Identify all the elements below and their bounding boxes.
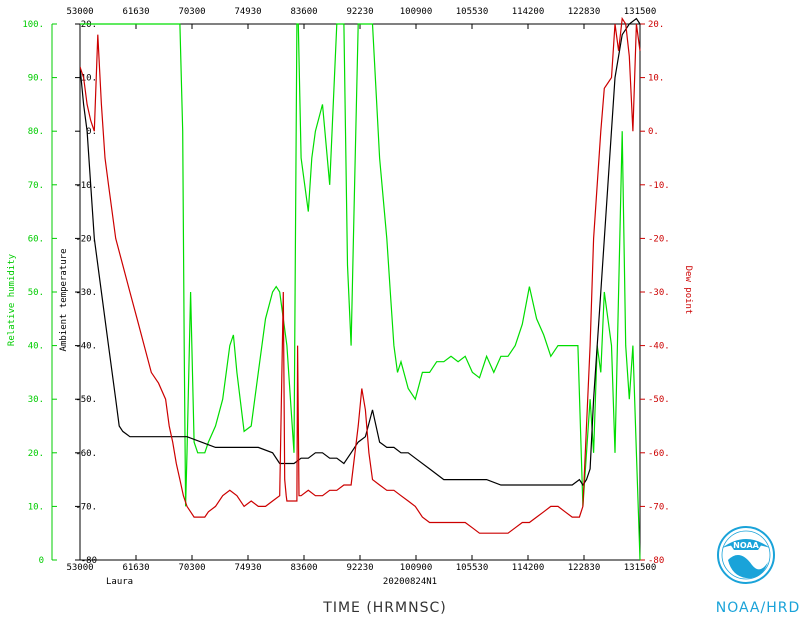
rh-tick-label: 80. — [28, 127, 44, 137]
dewpoint-tick-label: -10. — [648, 181, 670, 191]
storm-name: Laura — [106, 577, 133, 587]
dewpoint-axis-ticks: -80 -70. -60. -50. -40. -30. -20. -10. 0. 10. 20. — [640, 20, 670, 566]
temp-tick-label: -60. — [75, 449, 97, 459]
time-tick-label: 53000 — [66, 7, 93, 17]
time-tick-label: 100900 — [400, 7, 433, 17]
time-tick-label: 53000 — [66, 563, 93, 573]
temp-tick-label: -30. — [75, 288, 97, 298]
time-tick-label: 83600 — [290, 563, 317, 573]
temp-tick-label: -50. — [75, 395, 97, 405]
dewpoint-tick-label: 10. — [648, 74, 664, 84]
time-tick-label: 122830 — [568, 7, 601, 17]
temp-axis-ticks: -80 -70. -60. -50. -40. -30. -20. -10. 0. 10. 20. — [75, 20, 97, 566]
dewpoint-tick-label: 0. — [648, 127, 659, 137]
rh-tick-label: 100. — [22, 20, 44, 30]
rh-tick-label: 60. — [28, 234, 44, 244]
dewpoint-tick-label: -20. — [648, 234, 670, 244]
dewpoint-axis-label: Dew point — [683, 266, 693, 315]
time-tick-label: 92230 — [346, 563, 373, 573]
dewpoint-tick-label: -70. — [648, 502, 670, 512]
temp-tick-label: -80 — [81, 556, 97, 566]
dewpoint-tick-label: -30. — [648, 288, 670, 298]
time-tick-label: 83600 — [290, 7, 317, 17]
time-tick-label: 61630 — [122, 7, 149, 17]
time-tick-label: 114200 — [512, 7, 545, 17]
time-tick-label: 131500 — [624, 7, 657, 17]
temp-tick-label: 10. — [81, 74, 97, 84]
rh-tick-label: 30. — [28, 395, 44, 405]
rh-tick-label: 0 — [39, 556, 44, 566]
temp-tick-label: -40. — [75, 342, 97, 352]
rh-tick-label: 20. — [28, 449, 44, 459]
time-tick-label: 105530 — [456, 7, 489, 17]
rh-tick-label: 70. — [28, 181, 44, 191]
dewpoint-tick-label: 20. — [648, 20, 664, 30]
plot-frame — [79, 23, 641, 561]
dewpoint-tick-label: -80 — [648, 556, 664, 566]
rh-tick-label: 10. — [28, 502, 44, 512]
rh-tick-label: 50. — [28, 288, 44, 298]
time-tick-label: 74930 — [234, 7, 261, 17]
time-tick-label: 122830 — [568, 563, 601, 573]
ambient-temperature-line — [80, 17, 641, 487]
rh-axis-label: Relative humidity — [7, 253, 17, 346]
agency-label: NOAA/HRD — [716, 600, 800, 616]
time-tick-label: 61630 — [122, 563, 149, 573]
noaa-logo: NOAA — [717, 526, 775, 584]
dewpoint-tick-label: -50. — [648, 395, 670, 405]
time-tick-label: 131500 — [624, 563, 657, 573]
rh-tick-label: 90. — [28, 74, 44, 84]
relative-humidity-line — [80, 23, 641, 561]
temp-tick-label: -10. — [75, 181, 97, 191]
time-tick-label: 74930 — [234, 563, 261, 573]
dewpoint-tick-label: -40. — [648, 342, 670, 352]
temp-tick-label: -70. — [75, 502, 97, 512]
time-tick-label: 105530 — [456, 563, 489, 573]
time-axis-ticks: 53000 53000 61630 61630 70300 70300 74930 74930… — [66, 7, 656, 573]
dewpoint-tick-label: -60. — [648, 449, 670, 459]
time-tick-label: 100900 — [400, 563, 433, 573]
temp-tick-label: -20. — [75, 234, 97, 244]
temp-tick-label: 0. — [86, 127, 97, 137]
time-tick-label: 70300 — [178, 563, 205, 573]
temp-tick-label: 20. — [81, 20, 97, 30]
flight-id: 20200824N1 — [383, 577, 437, 587]
time-tick-label: 92230 — [346, 7, 373, 17]
x-axis-title: TIME (HRMNSC) — [322, 600, 446, 616]
rh-tick-label: 40. — [28, 342, 44, 352]
rh-axis-ticks: 0 10. 20. 30. 40. 50. 60. 70. 80. 90. 100. — [22, 20, 57, 566]
svg-text:NOAA: NOAA — [733, 541, 759, 550]
dew-point-line — [80, 16, 641, 534]
time-tick-label: 114200 — [512, 563, 545, 573]
time-tick-label: 70300 — [178, 7, 205, 17]
temp-axis-label: Ambient temperature — [59, 249, 69, 352]
